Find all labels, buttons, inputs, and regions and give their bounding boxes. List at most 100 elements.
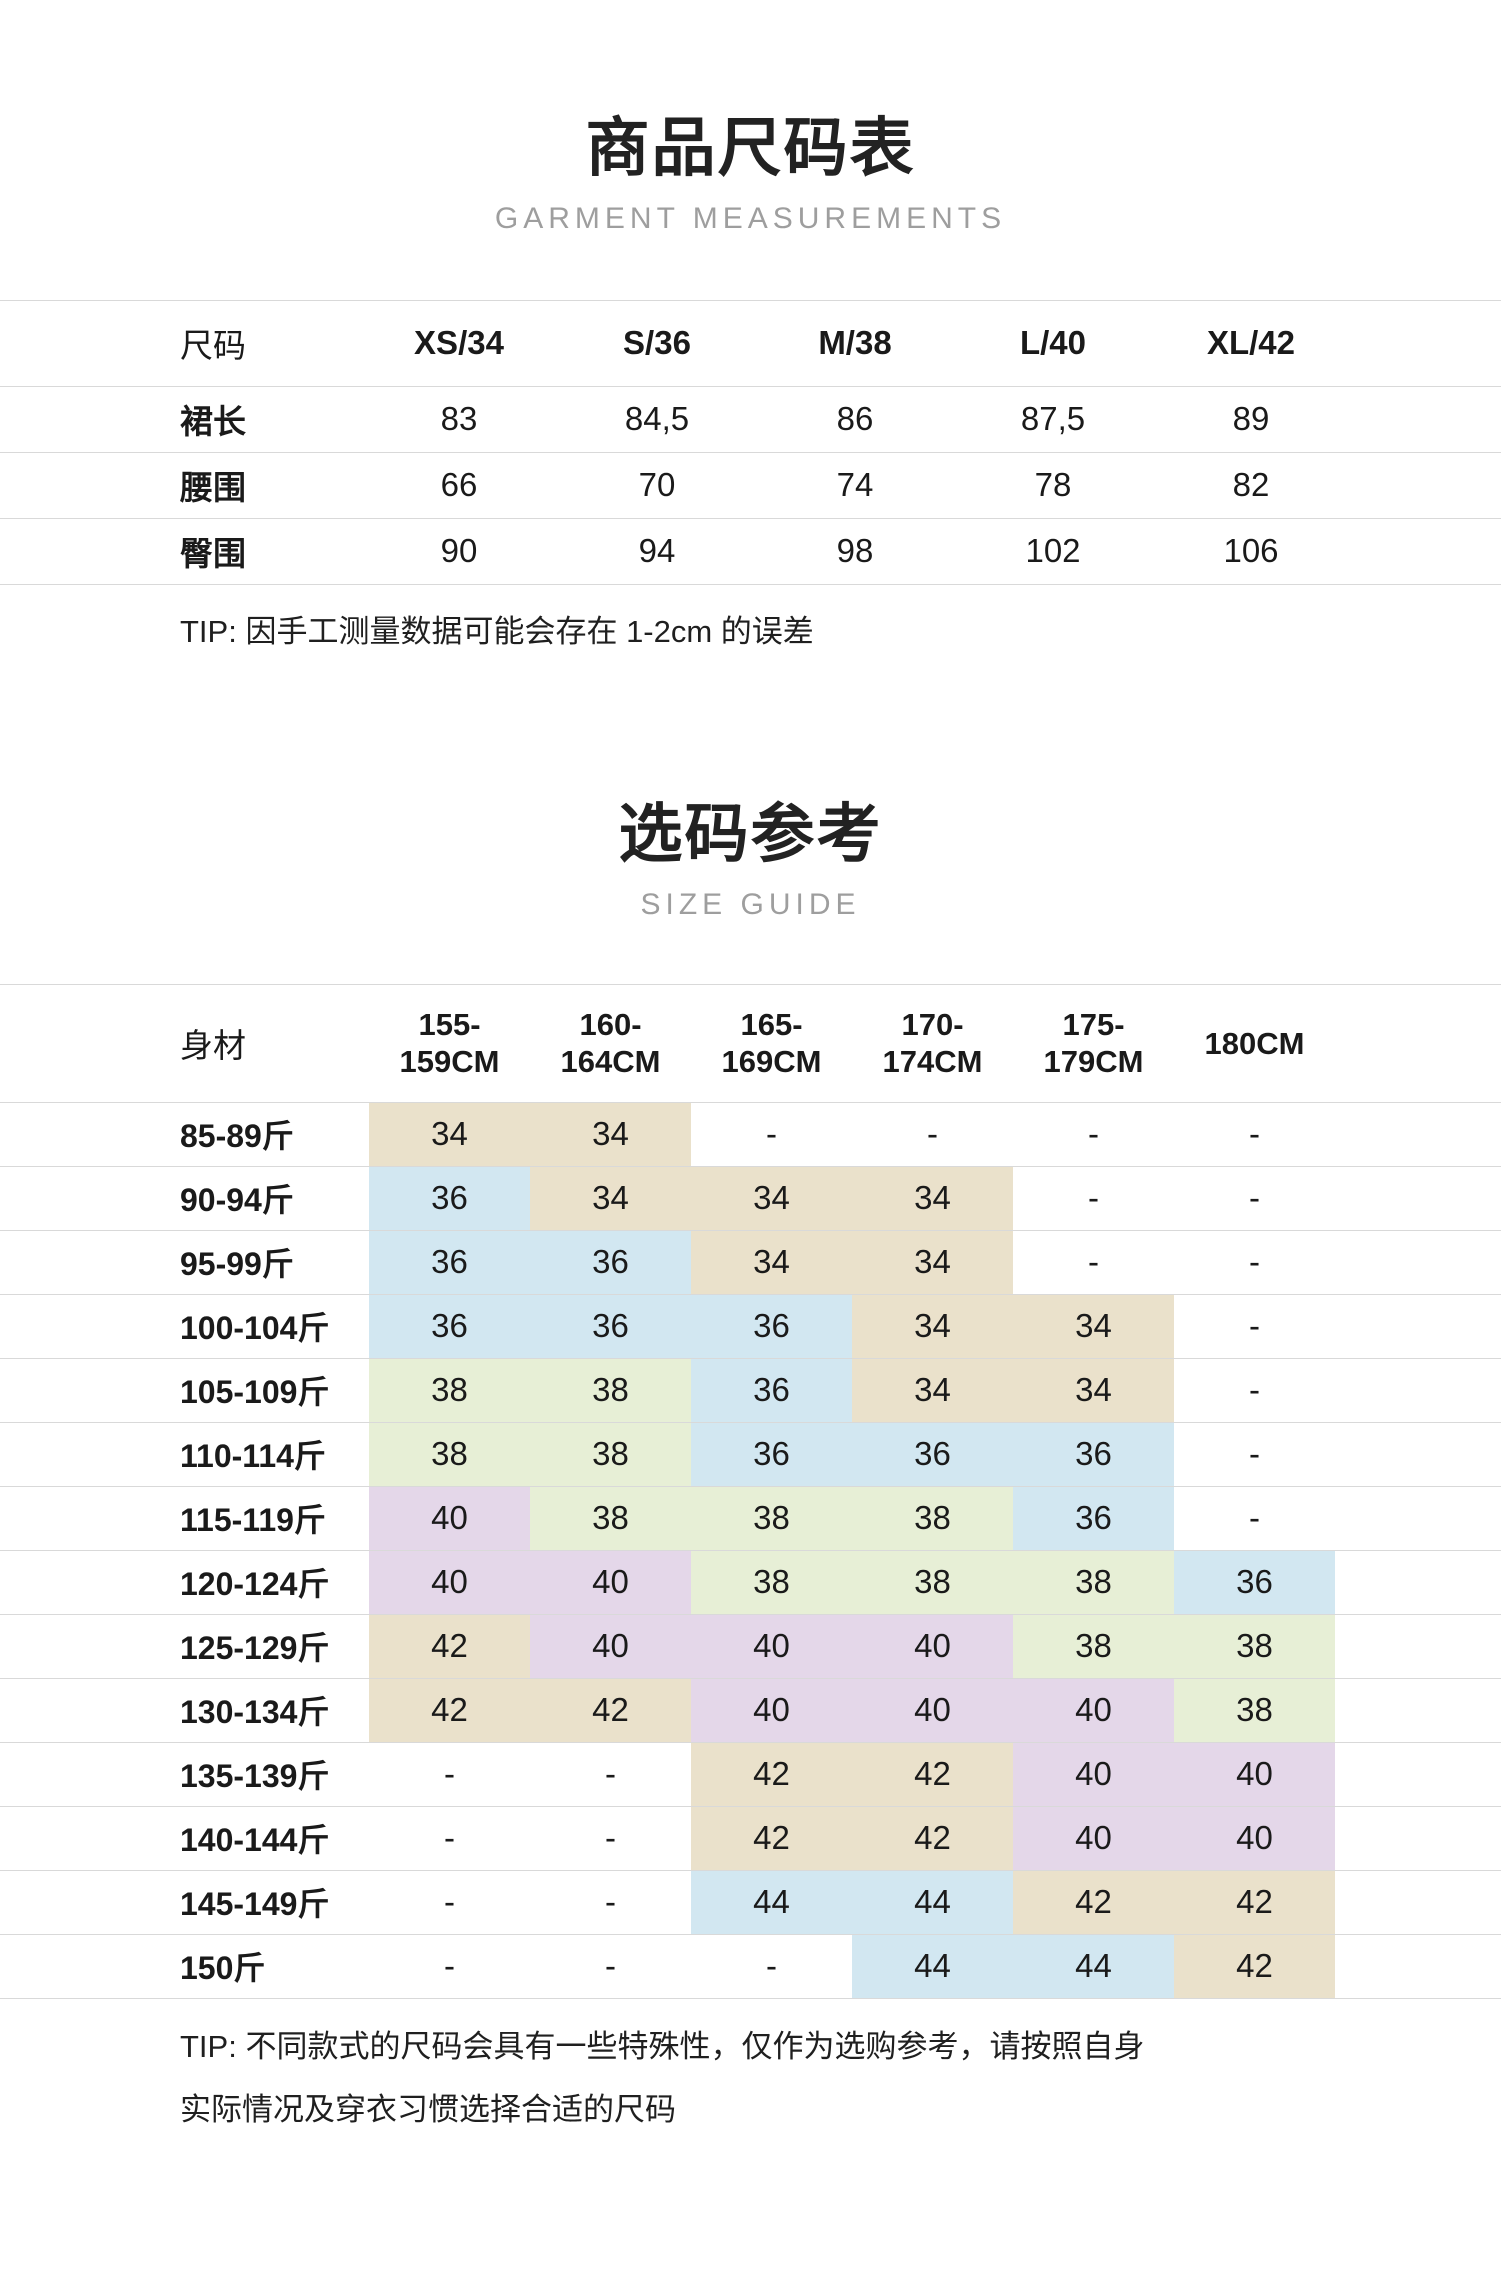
size-cell: 36	[1013, 1486, 1174, 1551]
spacer-cell	[1335, 1102, 1501, 1166]
size-column-header: M/38	[818, 324, 892, 362]
height-column-header: 160- 164CM	[560, 1007, 661, 1080]
size-column-header: XL/42	[1206, 324, 1296, 362]
spacer-cell	[1335, 984, 1501, 1102]
size-cell: 40	[852, 1614, 1013, 1679]
dash-cell: -	[605, 1819, 616, 1857]
dash-cell: -	[1249, 1307, 1260, 1345]
size-guide-row: 130-134斤 42 42 40 40 40 38	[0, 1678, 1501, 1743]
dash-cell: -	[1249, 1435, 1260, 1473]
size-cell: 38	[1174, 1678, 1335, 1743]
size-guide-row: 100-104斤 36 36 36 34 34-	[0, 1294, 1501, 1359]
spacer-cell	[1335, 1806, 1501, 1870]
size-header-label: 尺码	[180, 327, 246, 365]
size-cell: 34	[852, 1358, 1013, 1423]
dash-cell: -	[444, 1819, 455, 1857]
measurement-row-label: 裙长	[180, 403, 246, 441]
dash-cell: -	[1088, 1243, 1099, 1281]
dash-cell: -	[927, 1115, 938, 1153]
size-cell: 42	[852, 1806, 1013, 1871]
size-cell: 36	[852, 1422, 1013, 1487]
size-cell: 36	[369, 1230, 530, 1295]
weight-row-label: 120-124斤	[180, 1566, 330, 1603]
size-cell: 36	[530, 1294, 691, 1359]
weight-row-label: 140-144斤	[180, 1822, 330, 1859]
measurement-value: 78	[1034, 466, 1072, 504]
spacer-cell	[1350, 386, 1501, 452]
size-cell: 38	[369, 1422, 530, 1487]
measurement-row: 裙长 83 84,5 86 87,5 89	[0, 386, 1501, 453]
size-cell: 34	[852, 1294, 1013, 1359]
size-guide-row: 125-129斤 42 40 40 40 38 38	[0, 1614, 1501, 1679]
size-cell: 36	[1174, 1550, 1335, 1615]
dash-cell: -	[1249, 1371, 1260, 1409]
size-cell: 44	[691, 1870, 852, 1935]
size-cell: 38	[369, 1358, 530, 1423]
size-cell: 42	[691, 1742, 852, 1807]
spacer-cell	[1335, 1294, 1501, 1358]
garment-table-header-row: 尺码 XS/34 S/36 M/38 L/40 XL/42	[0, 300, 1501, 387]
dash-cell: -	[1088, 1115, 1099, 1153]
spacer-cell	[1350, 300, 1501, 386]
dash-cell: -	[605, 1947, 616, 1985]
spacer-cell	[1335, 1614, 1501, 1678]
size-guide-row: 110-114斤 38 38 36 36 36-	[0, 1422, 1501, 1487]
size-cell: 42	[1174, 1870, 1335, 1935]
size-cell: 42	[1013, 1870, 1174, 1935]
size-guide-row: 105-109斤 38 38 36 34 34-	[0, 1358, 1501, 1423]
size-guide-title: 选码参考	[618, 798, 883, 871]
size-cell: 38	[691, 1486, 852, 1551]
measurement-value: 102	[1025, 532, 1081, 570]
size-cell: 38	[1013, 1550, 1174, 1615]
garment-measurements-title: 商品尺码表	[585, 112, 916, 184]
height-column-header: 165- 169CM	[721, 1007, 822, 1080]
height-column-header: 180CM	[1204, 1025, 1305, 1061]
size-cell: 38	[530, 1422, 691, 1487]
size-cell: 36	[1013, 1422, 1174, 1487]
size-guide-row: 95-99斤 36 36 34 34- -	[0, 1230, 1501, 1295]
spacer-cell	[1335, 1742, 1501, 1806]
dash-cell: -	[766, 1115, 777, 1153]
size-column-header: L/40	[1019, 324, 1087, 362]
size-guide-header-row: 身材 155- 159CM 160- 164CM 165- 169CM 170- 174…	[0, 984, 1501, 1103]
weight-row-label: 135-139斤	[180, 1758, 330, 1795]
size-cell: 38	[852, 1550, 1013, 1615]
size-guide-section-header: 选码参考 SIZE GUIDE	[0, 798, 1501, 922]
garment-measurements-subtitle: GARMENT MEASUREMENTS	[494, 201, 1007, 235]
size-cell: 40	[1013, 1742, 1174, 1807]
size-guide-row: 90-94斤 36 34 34 34- -	[0, 1166, 1501, 1231]
measurement-value: 70	[638, 466, 676, 504]
dash-cell: -	[444, 1755, 455, 1793]
body-header-label: 身材	[180, 1027, 246, 1065]
size-cell: 38	[1013, 1614, 1174, 1679]
weight-row-label: 150斤	[180, 1950, 266, 1987]
weight-row-label: 95-99斤	[180, 1246, 294, 1283]
weight-row-label: 115-119斤	[180, 1502, 326, 1539]
weight-row-label: 105-109斤	[180, 1374, 330, 1411]
garment-measurements-header: 商品尺码表 GARMENT MEASUREMENTS	[0, 0, 1501, 236]
size-cell: 36	[691, 1294, 852, 1359]
measurement-value: 66	[440, 466, 478, 504]
size-guide-row: 85-89斤 34 34 - - - -	[0, 1102, 1501, 1167]
size-guide-row: 120-124斤 40 40 38 38 38 36	[0, 1550, 1501, 1615]
size-cell: 40	[1174, 1742, 1335, 1807]
measurement-value: 90	[440, 532, 478, 570]
size-cell: 34	[1013, 1294, 1174, 1359]
size-cell: 44	[1013, 1934, 1174, 1999]
spacer-cell	[1350, 452, 1501, 518]
size-column-header: S/36	[623, 324, 691, 362]
size-cell: 34	[530, 1102, 691, 1167]
garment-measurements-table: 尺码 XS/34 S/36 M/38 L/40 XL/42 裙长 83 84,5 86 87,5 8…	[0, 300, 1501, 585]
spacer-cell	[1335, 1422, 1501, 1486]
weight-row-label: 100-104斤	[180, 1310, 330, 1347]
spacer-cell	[1335, 1166, 1501, 1230]
measurement-row-label: 臀围	[180, 535, 246, 573]
size-cell: 36	[691, 1422, 852, 1487]
weight-row-label: 130-134斤	[180, 1694, 330, 1731]
size-cell: 42	[852, 1742, 1013, 1807]
size-guide-subtitle: SIZE GUIDE	[640, 887, 861, 921]
dash-cell: -	[1088, 1179, 1099, 1217]
measurement-row: 臀围 90 94 98 102 106	[0, 518, 1501, 585]
spacer-cell	[1335, 1550, 1501, 1614]
